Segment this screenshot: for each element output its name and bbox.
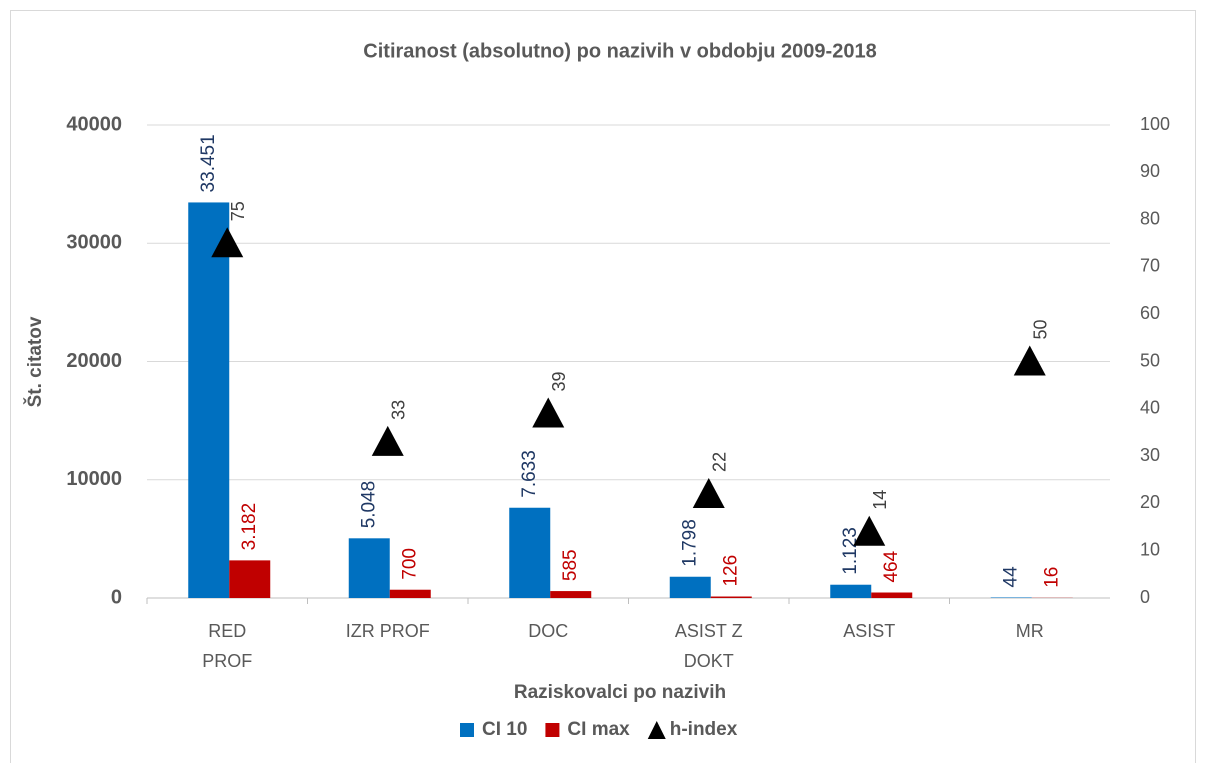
- y-tick-label: 40000: [66, 113, 122, 135]
- bar: [990, 597, 1032, 598]
- x-tick-label: DOC: [528, 621, 568, 641]
- bar: [669, 576, 711, 598]
- x-tick-label: RED: [208, 621, 246, 641]
- data-label: 14: [870, 490, 890, 510]
- y-tick-label: 30000: [66, 232, 122, 254]
- h-index-marker: [211, 227, 244, 258]
- bar: [509, 507, 551, 598]
- y-axis-title: Št. citatov: [24, 316, 46, 407]
- legend-marker: [460, 723, 474, 737]
- bar: [348, 538, 390, 598]
- chart-title: Citiranost (absolutno) po nazivih v obdo…: [363, 40, 876, 62]
- data-label: 22: [710, 452, 730, 472]
- y2-tick-label: 60: [1140, 303, 1160, 323]
- bar: [830, 584, 872, 598]
- bar: [188, 202, 230, 598]
- data-label: 33: [389, 400, 409, 420]
- data-label: 464: [881, 550, 902, 582]
- legend-marker: [647, 721, 666, 739]
- h-index-marker: [692, 477, 725, 508]
- y2-tick-label: 70: [1140, 256, 1160, 276]
- x-tick-label: DOKT: [684, 651, 734, 671]
- data-label: 5.048: [358, 481, 379, 529]
- bar: [550, 591, 592, 598]
- h-index-marker: [371, 425, 404, 456]
- x-axis-title: Raziskovalci po nazivih: [514, 682, 726, 703]
- x-tick-label: MR: [1016, 621, 1044, 641]
- bar: [389, 589, 431, 598]
- data-label: 16: [1041, 567, 1062, 588]
- y2-tick-label: 90: [1140, 161, 1160, 181]
- data-label: 33.451: [198, 134, 219, 192]
- legend-label: CI max: [567, 719, 630, 740]
- y-tick-label: 20000: [66, 350, 122, 372]
- bar: [710, 596, 752, 598]
- x-tick-label: PROF: [202, 651, 252, 671]
- data-label: 50: [1031, 319, 1051, 339]
- y2-tick-label: 100: [1140, 114, 1170, 134]
- y2-tick-label: 30: [1140, 445, 1160, 465]
- h-index-marker: [853, 515, 886, 546]
- h-index-marker: [1013, 345, 1046, 376]
- x-tick-label: IZR PROF: [346, 621, 430, 641]
- legend-marker: [545, 723, 560, 737]
- bar: [871, 592, 913, 598]
- data-label: 75: [228, 201, 248, 221]
- legend-label: CI 10: [482, 719, 527, 740]
- data-label: 585: [560, 549, 581, 581]
- x-tick-label: ASIST: [843, 621, 895, 641]
- x-tick-label: ASIST Z: [675, 621, 743, 641]
- y2-tick-label: 80: [1140, 208, 1160, 228]
- y2-tick-label: 10: [1140, 539, 1160, 559]
- data-label: 126: [720, 555, 741, 587]
- legend-label: h-index: [670, 719, 738, 740]
- data-label: 700: [399, 548, 420, 580]
- y2-tick-label: 0: [1140, 587, 1150, 607]
- h-index-marker: [532, 397, 565, 428]
- y-tick-label: 0: [111, 586, 122, 608]
- data-label: 1.123: [840, 527, 861, 575]
- y-tick-label: 10000: [66, 468, 122, 490]
- y2-tick-label: 40: [1140, 398, 1160, 418]
- data-label: 3.182: [239, 503, 260, 551]
- data-label: 44: [1000, 566, 1021, 588]
- y2-tick-label: 20: [1140, 492, 1160, 512]
- data-label: 39: [549, 371, 569, 391]
- bar: [229, 560, 271, 598]
- data-label: 7.633: [519, 450, 540, 498]
- data-label: 1.798: [679, 519, 700, 567]
- y2-tick-label: 50: [1140, 350, 1160, 370]
